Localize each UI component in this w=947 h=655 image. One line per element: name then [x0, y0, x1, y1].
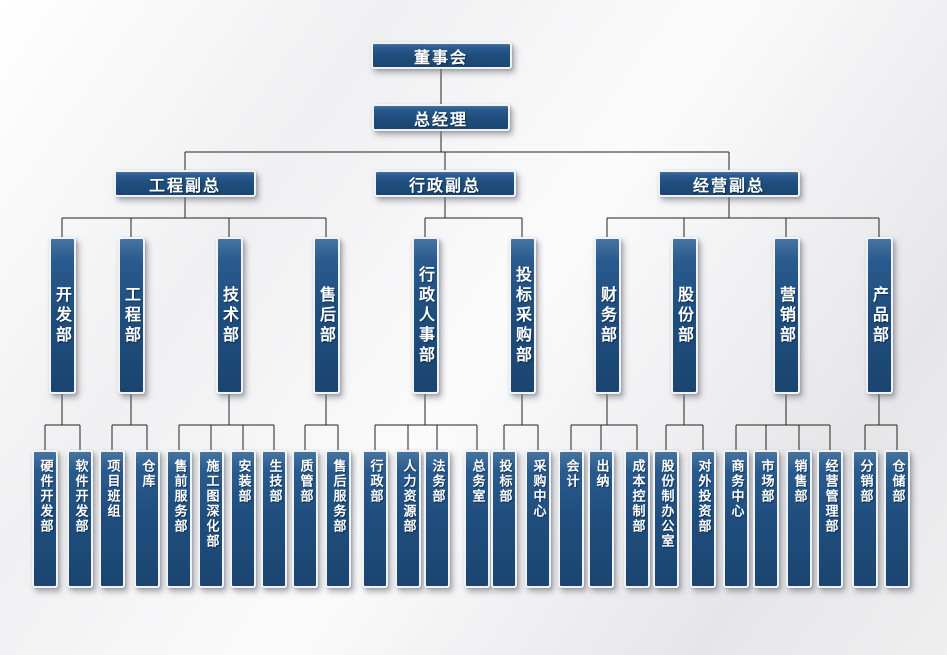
org-node-cashier: 出纳: [588, 450, 614, 588]
org-node-board-of-directors: 董事会: [370, 42, 512, 69]
org-node-operations-vp: 经营副总: [658, 170, 800, 197]
org-node-finance-dept: 财务部: [593, 237, 621, 394]
org-node-construction-drawing-dept: 施工图深化部: [198, 450, 224, 588]
org-node-label: 股份制办公室: [658, 459, 674, 549]
org-node-label: 仓库: [139, 459, 155, 489]
org-node-engineering-dept: 工程部: [117, 237, 145, 394]
org-node-label: 硬件开发部: [37, 459, 53, 534]
org-node-bidding-procurement-dept: 投标采购部: [508, 237, 536, 394]
org-node-label: 总务室: [469, 459, 485, 504]
org-node-foreign-investment-dept: 对外投资部: [690, 450, 716, 588]
org-node-technology-dept: 技术部: [215, 237, 243, 394]
org-node-label: 营销部: [777, 285, 796, 346]
org-node-general-manager: 总经理: [372, 104, 510, 131]
org-node-label: 对外投资部: [695, 459, 711, 534]
org-node-label: 安装部: [235, 459, 251, 504]
org-node-operations-management-dept: 经营管理部: [817, 450, 843, 588]
org-node-label: 总经理: [413, 109, 468, 129]
org-node-quality-control-dept: 质管部: [292, 450, 318, 588]
org-node-label: 施工图深化部: [203, 459, 219, 549]
org-node-market-dept: 市场部: [753, 450, 779, 588]
org-node-label: 销售部: [791, 459, 807, 504]
org-node-accounting: 会计: [558, 450, 584, 588]
org-node-cost-control-dept: 成本控制部: [624, 450, 650, 588]
org-node-label: 质管部: [297, 459, 313, 504]
org-node-label: 仓储部: [889, 459, 905, 504]
org-node-production-tech-dept: 生技部: [261, 450, 287, 588]
org-node-label: 工程副总: [148, 175, 221, 195]
org-node-label: 采购中心: [530, 459, 546, 519]
org-node-admin-hr-dept: 行政人事部: [411, 237, 439, 394]
org-node-label: 项目班组: [104, 459, 120, 519]
org-node-label: 会计: [563, 459, 579, 489]
org-node-presales-service-dept: 售前服务部: [166, 450, 192, 588]
org-node-label: 软件开发部: [72, 459, 88, 534]
org-node-hardware-dev-dept: 硬件开发部: [32, 450, 58, 588]
org-node-after-sales-dept: 售后部: [312, 237, 340, 394]
org-node-engineering-vp: 工程副总: [114, 170, 256, 197]
org-node-label: 行政部: [367, 459, 383, 504]
org-node-equity-dept: 股份部: [670, 237, 698, 394]
org-node-label: 出纳: [593, 459, 609, 489]
org-node-hr-dept: 人力资源部: [395, 450, 421, 588]
org-node-procurement-center: 采购中心: [525, 450, 551, 588]
org-node-label: 售前服务部: [171, 459, 187, 534]
org-node-label: 工程部: [122, 285, 141, 346]
org-node-label: 股份部: [675, 285, 694, 346]
org-node-shareholding-office: 股份制办公室: [653, 450, 679, 588]
org-node-admin-dept: 行政部: [362, 450, 388, 588]
org-node-label: 市场部: [758, 459, 774, 504]
org-node-label: 开发部: [53, 285, 72, 346]
org-node-general-affairs-office: 总务室: [464, 450, 490, 588]
org-node-label: 投标采购部: [513, 265, 532, 366]
org-node-warehouse: 仓库: [134, 450, 160, 588]
org-node-legal-dept: 法务部: [424, 450, 450, 588]
org-node-business-center: 商务中心: [723, 450, 749, 588]
org-node-label: 商务中心: [728, 459, 744, 519]
org-node-software-dev-dept: 软件开发部: [67, 450, 93, 588]
org-node-project-team: 项目班组: [99, 450, 125, 588]
org-node-label: 分销部: [857, 459, 873, 504]
org-node-sales-dept: 销售部: [786, 450, 812, 588]
org-node-label: 行政人事部: [416, 265, 435, 366]
org-node-product-dept: 产品部: [865, 237, 893, 394]
org-node-label: 法务部: [429, 459, 445, 504]
org-node-label: 售后服务部: [330, 459, 346, 534]
org-node-label: 经营管理部: [822, 459, 838, 534]
org-node-bidding-dept: 投标部: [491, 450, 517, 588]
org-node-marketing-dept: 营销部: [772, 237, 800, 394]
org-node-label: 生技部: [266, 459, 282, 504]
org-node-label: 售后部: [317, 285, 336, 346]
org-node-label: 技术部: [220, 285, 239, 346]
org-node-label: 经营副总: [692, 175, 765, 195]
org-node-storage-dept: 仓储部: [884, 450, 910, 588]
org-node-development-dept: 开发部: [48, 237, 76, 394]
org-node-label: 投标部: [496, 459, 512, 504]
org-node-admin-vp: 行政副总: [374, 170, 516, 197]
org-node-installation-dept: 安装部: [230, 450, 256, 588]
org-node-label: 财务部: [598, 285, 617, 346]
org-node-label: 产品部: [870, 285, 889, 346]
org-node-aftersales-service-dept: 售后服务部: [325, 450, 351, 588]
org-node-label: 人力资源部: [400, 459, 416, 534]
org-node-distribution-dept: 分销部: [852, 450, 878, 588]
org-node-label: 成本控制部: [629, 459, 645, 534]
org-node-label: 行政副总: [408, 175, 481, 195]
org-node-label: 董事会: [413, 47, 468, 67]
